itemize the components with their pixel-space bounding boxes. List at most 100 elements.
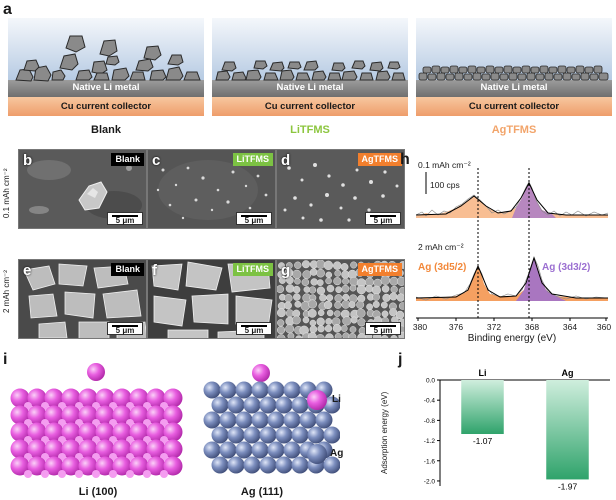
li-atom: [95, 422, 115, 442]
ag-atom: [299, 411, 317, 429]
grain: [372, 300, 380, 308]
ag-atom: [267, 441, 285, 459]
li-atom: [78, 456, 98, 476]
li-atom: [146, 439, 166, 459]
y-tick-label: 0.0: [426, 378, 435, 385]
grain: [325, 271, 333, 279]
li-atom: [44, 405, 64, 425]
ag-atom: [251, 411, 269, 429]
grain: [294, 261, 302, 269]
sem-row-label-top: 0.1 mAh cm⁻²: [2, 168, 11, 218]
grain: [342, 332, 350, 338]
sem-tag-litfms: LiTFMS: [232, 263, 273, 276]
li-atom-sublayer: [143, 470, 151, 478]
xps-xlabel: Binding energy (eV): [467, 333, 557, 344]
ag-atom: [323, 426, 341, 444]
ag-atom: [283, 411, 301, 429]
grain: [349, 284, 357, 292]
grain: [307, 299, 318, 309]
grain: [398, 302, 404, 310]
li-atom: [44, 388, 64, 408]
sem-panel-b: b Blank 5 μm: [18, 149, 147, 229]
grain: [295, 335, 303, 338]
grain: [381, 310, 389, 318]
grain: [315, 334, 325, 338]
grain: [307, 308, 317, 318]
grain: [390, 285, 398, 294]
li-layer-label: Native Li metal: [72, 82, 140, 93]
ag-atom: [323, 396, 341, 414]
li-atom: [78, 388, 98, 408]
grain: [334, 301, 342, 309]
grain: [334, 269, 342, 277]
li-atom: [112, 405, 132, 425]
li-atom: [61, 456, 81, 476]
scale-bar-label: 5 μm: [244, 216, 264, 225]
grain: [284, 301, 292, 310]
ag-atom: [283, 441, 301, 459]
xps-top-spectrum: [415, 181, 609, 218]
panel-label-j: j: [398, 351, 403, 368]
li-atom-sublayer: [160, 470, 168, 478]
grain: [287, 332, 295, 338]
sem-tag-agtfms: AgTFMS: [357, 153, 402, 166]
panel-label-a: a: [3, 1, 12, 18]
ag-atom: [235, 381, 253, 399]
grain: [380, 335, 389, 338]
grain: [348, 333, 357, 338]
ag-atom: [251, 441, 269, 459]
li-atom-sublayer: [126, 470, 134, 478]
scale-bar: 5 μm: [236, 322, 272, 335]
ag-atom: [275, 426, 293, 444]
ag-atom: [219, 381, 237, 399]
scale-bar: 5 μm: [365, 212, 401, 225]
grain: [309, 325, 318, 334]
grain: [342, 293, 350, 301]
grain: [302, 270, 312, 279]
li-atom: [112, 388, 132, 408]
value-label: -1.97: [558, 481, 578, 491]
grain: [396, 276, 404, 286]
li-atom: [112, 439, 132, 459]
ag-atom: [235, 441, 253, 459]
li-layer-label: Native Li metal: [276, 82, 344, 93]
grain: [380, 275, 391, 285]
schematic-blank-drawing: [8, 18, 204, 116]
grain: [333, 277, 342, 286]
grain: [332, 324, 342, 333]
grain: [277, 334, 286, 338]
ag-atom: [267, 411, 285, 429]
scale-bar-label: 5 μm: [115, 326, 135, 335]
grain: [325, 333, 334, 338]
sem-panel-g: g AgTFMS 5 μm: [276, 259, 405, 339]
legend-ag-label: Ag: [330, 448, 344, 459]
grain: [301, 278, 310, 286]
grain: [356, 300, 365, 309]
grain: [340, 325, 348, 332]
li-atom: [129, 439, 149, 459]
grain: [349, 326, 357, 333]
panel-label-f: f: [152, 262, 157, 279]
ag-atom: [203, 441, 221, 459]
li-atom: [95, 405, 115, 425]
grain: [308, 286, 317, 294]
schematic-agtfms: Native Li metal Cu current collector: [416, 18, 612, 120]
legend-ag-atom: [307, 444, 327, 464]
sem-tag-blank: Blank: [111, 263, 144, 276]
li-atom: [129, 405, 149, 425]
category-label: Li: [479, 368, 487, 378]
li-atom: [27, 422, 47, 442]
grain: [285, 324, 295, 334]
structure-panel: Li (100) Ag (111) Li Ag: [0, 360, 344, 500]
li-lattice: [10, 388, 183, 478]
grain: [348, 301, 356, 309]
ag-atom: [203, 411, 221, 429]
grain: [277, 319, 285, 327]
grain: [316, 279, 324, 287]
cu-layer-label: Cu current collector: [468, 101, 560, 112]
schematic-litfms-drawing: [212, 18, 408, 116]
ag-atom: [267, 381, 285, 399]
panel-label-i: i: [3, 351, 8, 368]
ag-atom: [243, 456, 261, 474]
grain: [380, 301, 388, 309]
